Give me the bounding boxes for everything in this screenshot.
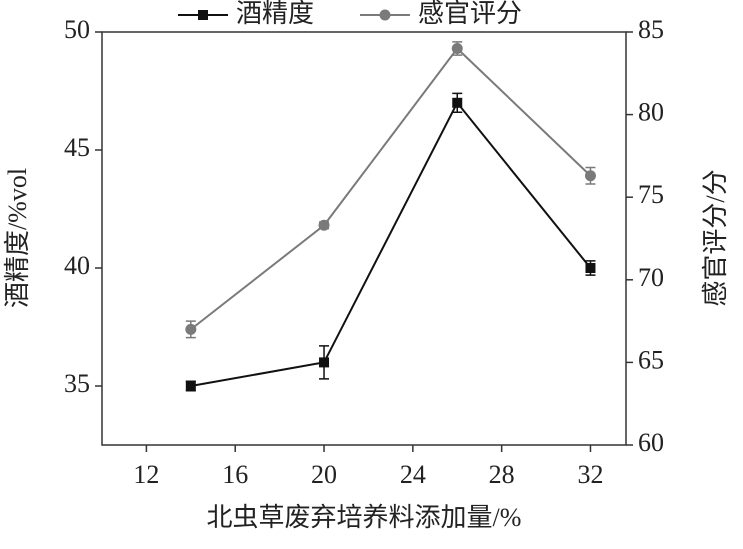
y-tick-label: 35: [64, 369, 90, 398]
y-tick-label: 40: [64, 251, 90, 280]
y-axis-label: 酒精度/%vol: [3, 168, 32, 308]
legend-label: 酒精度: [236, 0, 314, 28]
marker: [584, 170, 596, 182]
marker: [185, 381, 196, 391]
x-tick-label: 12: [133, 460, 159, 489]
legend-label: 感官评分: [418, 0, 522, 28]
series-line: [190, 47, 592, 331]
y2-tick-label: 80: [638, 98, 664, 127]
y-tick-label: 50: [64, 15, 90, 44]
y2-tick-label: 65: [638, 345, 664, 374]
x-axis-label: 北虫草废弃培养料添加量/%: [207, 503, 522, 532]
x-tick-label: 24: [400, 460, 426, 489]
y2-tick-label: 75: [638, 180, 664, 209]
y2-tick-label: 85: [638, 15, 664, 44]
marker: [452, 97, 463, 108]
marker: [379, 9, 391, 21]
x-tick-label: 20: [311, 460, 337, 489]
x-tick-label: 28: [489, 460, 515, 489]
y2-tick-label: 60: [638, 428, 664, 457]
marker: [318, 219, 330, 231]
y2-axis-label: 感官评分/分: [701, 169, 730, 306]
x-tick-label: 16: [222, 460, 248, 489]
y-tick-label: 45: [64, 133, 90, 162]
marker: [185, 323, 197, 335]
marker: [319, 357, 330, 368]
series-line: [190, 100, 592, 387]
x-tick-label: 32: [577, 460, 603, 489]
plot-frame: [101, 31, 627, 446]
marker: [198, 10, 208, 20]
marker: [585, 263, 596, 273]
y2-tick-label: 70: [638, 263, 664, 292]
marker: [451, 43, 463, 55]
